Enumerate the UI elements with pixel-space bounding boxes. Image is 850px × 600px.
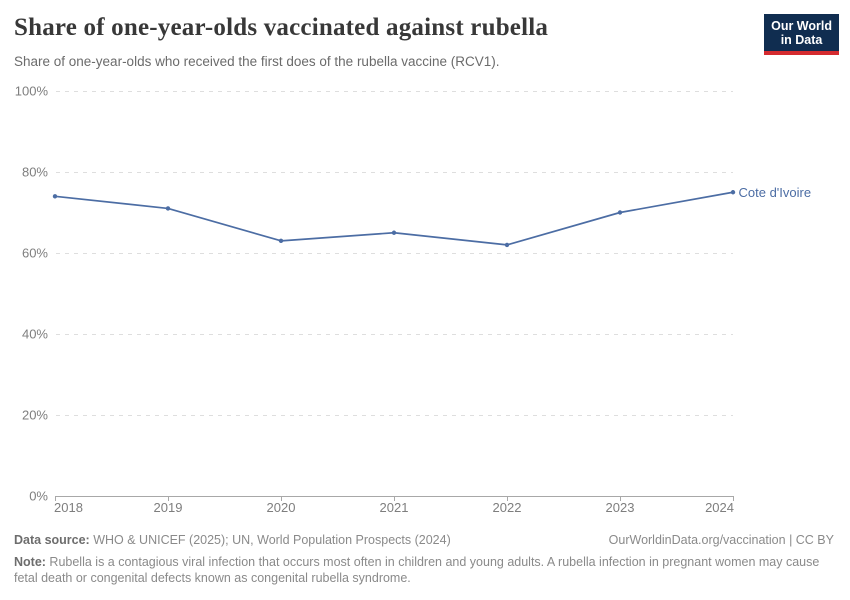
chart-subtitle: Share of one-year-olds who received the … [14, 54, 500, 69]
data-source-label: Data source: [14, 533, 90, 547]
owid-logo-line1: Our World [771, 19, 832, 33]
x-axis-tick-label: 2022 [493, 500, 522, 515]
owid-logo-line2: in Data [780, 33, 823, 47]
data-source: Data source: WHO & UNICEF (2025); UN, Wo… [14, 533, 451, 547]
page-title: Share of one-year-olds vaccinated agains… [14, 14, 549, 41]
data-point[interactable] [278, 238, 284, 244]
y-axis-tick-label: 80% [22, 165, 48, 180]
x-axis-tick-label: 2021 [380, 500, 409, 515]
data-point[interactable] [730, 190, 736, 195]
y-axis-tick-label: 100% [15, 84, 49, 99]
y-axis-tick-label: 0% [29, 489, 48, 504]
x-axis-tick-label: 2018 [54, 500, 83, 515]
owid-logo[interactable]: Our World in Data [764, 14, 839, 55]
x-axis-tick-label: 2024 [705, 500, 734, 515]
line-chart: 100% 80% 60% 40% 20% 0% 2018 2019 2020 2021 2022 20… [15, 84, 812, 516]
x-axis-tick-label: 2023 [606, 500, 635, 515]
note-text: Rubella is a contagious viral infection … [14, 555, 820, 585]
series-line[interactable] [54, 191, 734, 246]
y-axis-tick-label: 20% [22, 408, 48, 423]
x-axis-tick-label: 2019 [154, 500, 183, 515]
data-point[interactable] [617, 210, 623, 215]
x-axis-tick-label: 2020 [267, 500, 296, 515]
footer-source-row: Data source: WHO & UNICEF (2025); UN, Wo… [14, 533, 834, 547]
y-axis-tick-label: 60% [22, 246, 48, 261]
data-point[interactable] [52, 194, 58, 199]
data-source-text: WHO & UNICEF (2025); UN, World Populatio… [89, 533, 451, 547]
series-entity-label[interactable]: Cote d'Ivoire [739, 185, 812, 200]
note-label: Note: [14, 555, 46, 569]
credit-link[interactable]: OurWorldinData.org/vaccination | CC BY [608, 533, 834, 547]
y-axis-tick-label: 40% [22, 327, 48, 342]
data-point[interactable] [504, 242, 510, 248]
footer-note: Note: Rubella is a contagious viral infe… [14, 555, 838, 586]
data-point[interactable] [391, 230, 397, 235]
data-point[interactable] [165, 206, 171, 211]
